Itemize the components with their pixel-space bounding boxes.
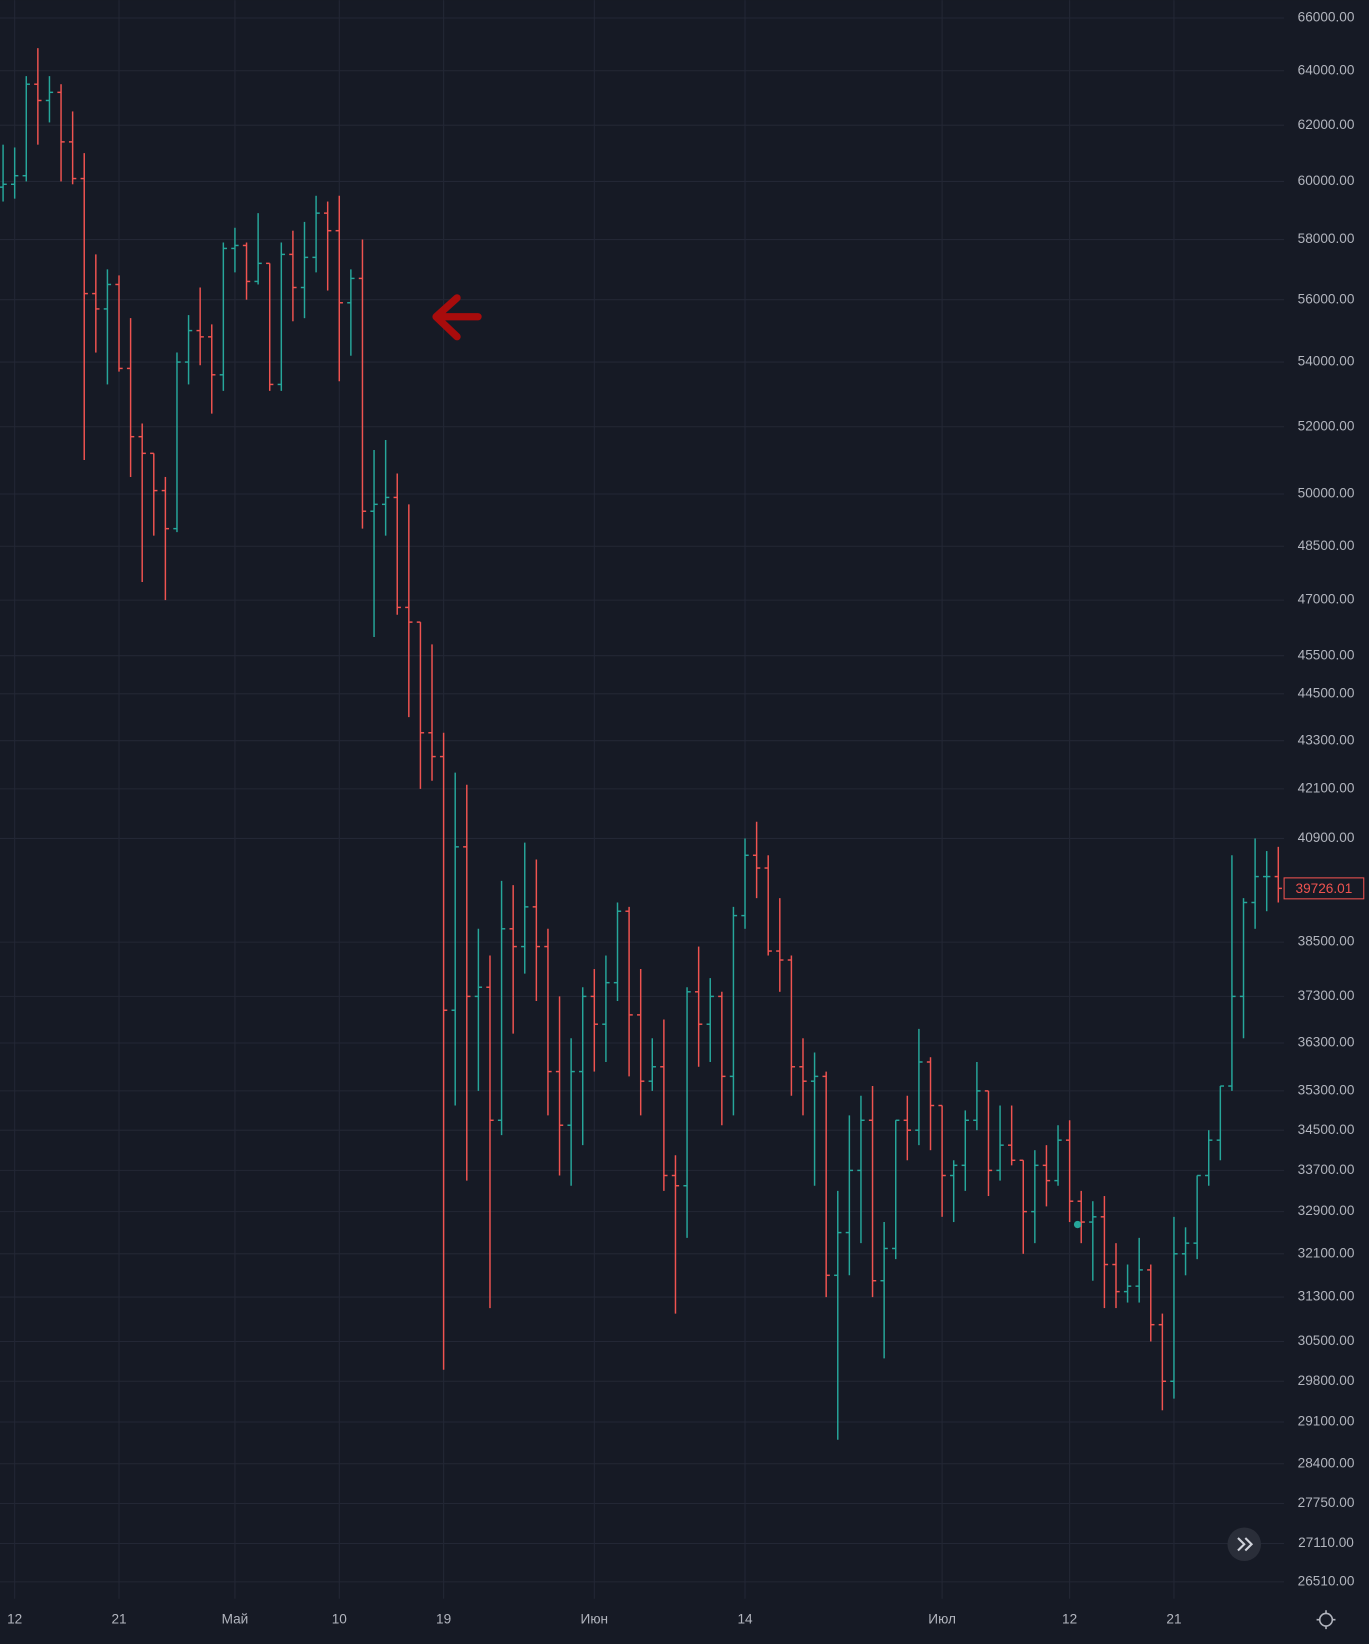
x-tick-label: 19 <box>436 1611 451 1626</box>
y-tick-label: 33700.00 <box>1298 1162 1355 1177</box>
price-tag-label: 39726.01 <box>1296 881 1353 896</box>
y-tick-label: 62000.00 <box>1298 117 1355 132</box>
x-tick-label: 21 <box>1166 1611 1181 1626</box>
y-tick-label: 37300.00 <box>1298 988 1355 1003</box>
y-tick-label: 47000.00 <box>1298 592 1355 607</box>
annotation-arrow <box>432 294 482 341</box>
y-tick-label: 40900.00 <box>1298 830 1355 845</box>
settings-icon-spokes <box>1316 1610 1336 1630</box>
y-tick-label: 29800.00 <box>1298 1373 1355 1388</box>
y-tick-label: 45500.00 <box>1298 647 1355 662</box>
y-tick-label: 26510.00 <box>1298 1573 1355 1588</box>
x-tick-label: 12 <box>7 1611 22 1626</box>
y-tick-label: 64000.00 <box>1298 62 1355 77</box>
x-tick-label: 14 <box>737 1611 753 1626</box>
y-tick-label: 35300.00 <box>1298 1082 1355 1097</box>
y-tick-label: 42100.00 <box>1298 780 1355 795</box>
x-tick-label: Июн <box>581 1611 609 1626</box>
marker-dot <box>1073 1220 1082 1229</box>
y-tick-label: 31300.00 <box>1298 1289 1355 1304</box>
scroll-icon <box>1237 1537 1254 1552</box>
y-tick-label: 27110.00 <box>1298 1535 1354 1550</box>
x-tick-label: 21 <box>111 1611 126 1626</box>
settings-button[interactable] <box>1316 1610 1336 1630</box>
bars <box>0 48 1282 1440</box>
y-tick-label: 27750.00 <box>1298 1495 1355 1510</box>
y-tick-label: 32900.00 <box>1298 1203 1355 1218</box>
y-tick-label: 34500.00 <box>1298 1122 1355 1137</box>
scroll-button[interactable] <box>1227 1527 1262 1562</box>
y-tick-label: 28400.00 <box>1298 1455 1355 1470</box>
y-tick-label: 50000.00 <box>1298 486 1355 501</box>
y-tick-label: 54000.00 <box>1298 354 1355 369</box>
y-tick-label: 58000.00 <box>1298 231 1355 246</box>
y-tick-label: 32100.00 <box>1298 1245 1355 1260</box>
y-tick-label: 30500.00 <box>1298 1333 1355 1348</box>
axes: 66000.00 64000.00 62000.00 60000.00 58000.00… <box>7 10 1365 1626</box>
price-tag <box>1283 877 1365 900</box>
y-tick-label: 48500.00 <box>1298 538 1355 553</box>
y-tick-label: 38500.00 <box>1298 934 1355 949</box>
x-tick-label: 10 <box>332 1611 348 1626</box>
y-tick-label: 52000.00 <box>1298 418 1355 433</box>
y-tick-label: 43300.00 <box>1298 732 1355 747</box>
x-tick-label: 12 <box>1062 1611 1077 1626</box>
y-tick-label: 60000.00 <box>1298 173 1355 188</box>
y-tick-label: 44500.00 <box>1298 685 1355 700</box>
y-tick-label: 36300.00 <box>1298 1035 1355 1050</box>
x-tick-label: Май <box>222 1611 249 1626</box>
y-tick-label: 56000.00 <box>1298 291 1355 306</box>
x-tick-label: Июл <box>928 1611 956 1626</box>
y-tick-label: 66000.00 <box>1298 10 1355 25</box>
y-tick-label: 29100.00 <box>1298 1414 1355 1429</box>
